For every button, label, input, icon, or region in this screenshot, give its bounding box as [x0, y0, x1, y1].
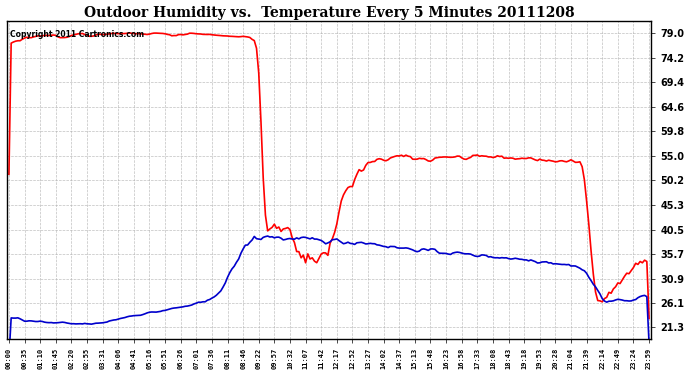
- Text: Copyright 2011 Cartronics.com: Copyright 2011 Cartronics.com: [10, 30, 144, 39]
- Title: Outdoor Humidity vs.  Temperature Every 5 Minutes 20111208: Outdoor Humidity vs. Temperature Every 5…: [83, 6, 574, 20]
